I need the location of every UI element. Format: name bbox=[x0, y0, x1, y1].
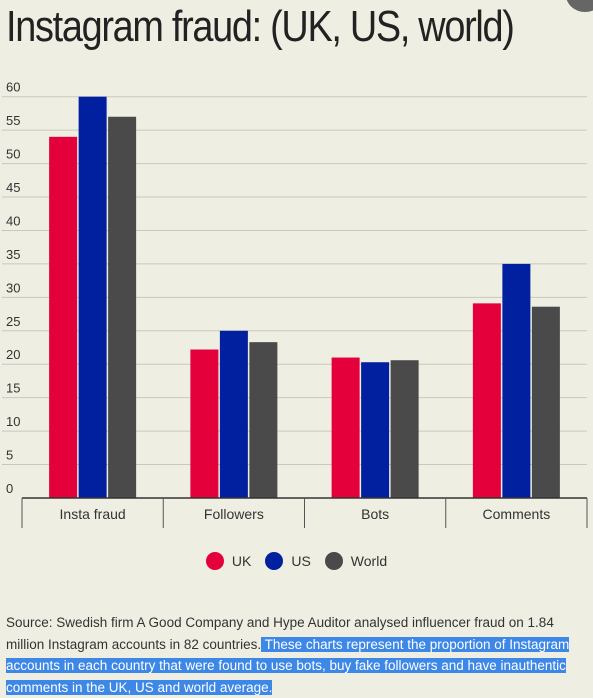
source-text: Source: Swedish firm A Good Company and … bbox=[6, 615, 554, 652]
legend: UK US World bbox=[0, 552, 593, 570]
y-tick-label-35: 35 bbox=[6, 247, 20, 262]
legend-label-world: World bbox=[350, 553, 388, 569]
bar-world-insta-fraud bbox=[108, 116, 137, 499]
bar-us-comments bbox=[502, 263, 531, 498]
bar-world-comments bbox=[531, 306, 560, 498]
bar-us-insta-fraud bbox=[78, 96, 107, 498]
x-tick-label-bots: Bots bbox=[361, 506, 389, 522]
source-note: Source: Swedish firm A Good Company and … bbox=[6, 612, 590, 698]
legend-item-uk: UK bbox=[205, 552, 252, 570]
y-tick-label-20: 20 bbox=[6, 347, 20, 362]
bar-world-followers bbox=[249, 342, 278, 498]
bar-uk-bots bbox=[331, 357, 360, 498]
y-tick-label-30: 30 bbox=[6, 280, 20, 295]
x-tick-label-comments: Comments bbox=[483, 506, 551, 522]
y-tick-label-15: 15 bbox=[6, 381, 20, 396]
bar-us-bots bbox=[361, 362, 390, 498]
y-tick-label-40: 40 bbox=[6, 213, 20, 228]
bar-uk-followers bbox=[190, 349, 219, 498]
x-tick-label-followers: Followers bbox=[204, 506, 264, 522]
corner-menu-button[interactable] bbox=[566, 0, 593, 12]
y-tick-label-55: 55 bbox=[6, 113, 20, 128]
y-tick-label-45: 45 bbox=[6, 180, 20, 195]
x-tick-label-insta-fraud: Insta fraud bbox=[60, 506, 126, 522]
y-tick-label-60: 60 bbox=[6, 80, 20, 95]
legend-swatch-us bbox=[265, 552, 284, 570]
bar-chart: 0 5 10 15 20 25 30 35 40 45 50 55 60 Insta fraud Follo… bbox=[2, 80, 588, 528]
legend-label-uk: UK bbox=[231, 553, 252, 569]
bar-us-followers bbox=[219, 330, 248, 498]
bar-uk-comments bbox=[472, 303, 501, 498]
y-tick-label-5: 5 bbox=[6, 448, 13, 463]
y-tick-label-0: 0 bbox=[6, 481, 13, 496]
chart-title: Instagram fraud: (UK, US, world) bbox=[6, 2, 515, 51]
legend-item-us: US bbox=[265, 552, 311, 570]
legend-item-world: World bbox=[324, 552, 388, 570]
bar-world-bots bbox=[390, 360, 419, 498]
bar-uk-insta-fraud bbox=[49, 136, 78, 498]
legend-label-us: US bbox=[291, 553, 311, 569]
y-tick-label-10: 10 bbox=[6, 414, 20, 429]
legend-swatch-world bbox=[324, 552, 343, 570]
y-tick-label-50: 50 bbox=[6, 147, 20, 162]
legend-swatch-uk bbox=[205, 552, 224, 570]
y-tick-label-25: 25 bbox=[6, 314, 20, 329]
